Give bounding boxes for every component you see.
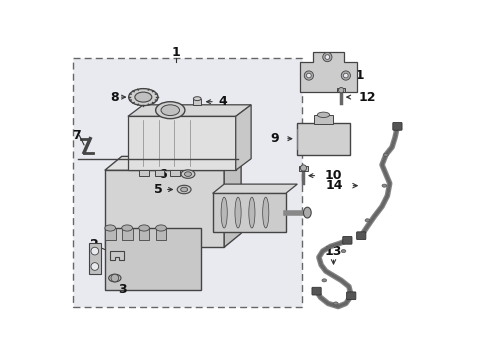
- Polygon shape: [110, 251, 124, 260]
- Ellipse shape: [177, 185, 191, 194]
- Ellipse shape: [303, 207, 311, 218]
- FancyBboxPatch shape: [155, 170, 164, 176]
- Polygon shape: [105, 170, 224, 247]
- Ellipse shape: [249, 197, 255, 228]
- Ellipse shape: [122, 225, 132, 231]
- Text: 4: 4: [218, 95, 227, 108]
- Ellipse shape: [221, 197, 227, 228]
- Ellipse shape: [318, 112, 330, 117]
- Ellipse shape: [334, 302, 338, 305]
- Circle shape: [343, 73, 348, 78]
- Polygon shape: [89, 243, 101, 274]
- FancyBboxPatch shape: [105, 228, 201, 289]
- Ellipse shape: [181, 187, 188, 192]
- Ellipse shape: [382, 184, 387, 187]
- FancyBboxPatch shape: [122, 228, 132, 239]
- Polygon shape: [105, 156, 241, 170]
- Polygon shape: [236, 105, 251, 170]
- Text: 5: 5: [154, 183, 163, 196]
- Text: 8: 8: [110, 91, 119, 104]
- FancyBboxPatch shape: [312, 287, 321, 295]
- Circle shape: [307, 73, 311, 78]
- Polygon shape: [224, 156, 241, 247]
- Circle shape: [91, 247, 98, 255]
- Text: 10: 10: [325, 169, 343, 182]
- Ellipse shape: [384, 153, 388, 156]
- FancyBboxPatch shape: [297, 122, 350, 155]
- FancyBboxPatch shape: [194, 99, 201, 105]
- Text: 14: 14: [326, 179, 343, 192]
- FancyBboxPatch shape: [74, 58, 302, 307]
- FancyBboxPatch shape: [314, 115, 333, 124]
- FancyBboxPatch shape: [393, 122, 402, 130]
- Circle shape: [323, 53, 332, 62]
- FancyBboxPatch shape: [213, 193, 286, 232]
- Polygon shape: [213, 184, 297, 193]
- Circle shape: [91, 263, 98, 270]
- FancyBboxPatch shape: [156, 228, 167, 239]
- Circle shape: [304, 71, 314, 80]
- Circle shape: [341, 71, 350, 80]
- Text: 3: 3: [118, 283, 127, 296]
- Text: 12: 12: [358, 91, 376, 104]
- FancyBboxPatch shape: [343, 237, 352, 244]
- FancyBboxPatch shape: [140, 170, 149, 176]
- Ellipse shape: [156, 225, 167, 231]
- Ellipse shape: [129, 89, 158, 105]
- FancyBboxPatch shape: [357, 232, 366, 239]
- Text: 6: 6: [158, 168, 167, 181]
- Ellipse shape: [263, 197, 269, 228]
- Polygon shape: [300, 53, 357, 93]
- Text: 7: 7: [72, 129, 81, 142]
- Polygon shape: [128, 116, 236, 170]
- Ellipse shape: [181, 170, 195, 178]
- Ellipse shape: [235, 197, 241, 228]
- Circle shape: [111, 274, 119, 282]
- Ellipse shape: [109, 274, 121, 282]
- Ellipse shape: [161, 105, 179, 116]
- FancyBboxPatch shape: [346, 292, 356, 300]
- Ellipse shape: [105, 225, 116, 231]
- FancyBboxPatch shape: [299, 166, 308, 171]
- FancyBboxPatch shape: [337, 88, 345, 93]
- Text: 1: 1: [172, 46, 181, 59]
- Text: 11: 11: [347, 69, 365, 82]
- Ellipse shape: [135, 92, 152, 102]
- Circle shape: [300, 165, 307, 171]
- FancyBboxPatch shape: [171, 170, 179, 176]
- Circle shape: [325, 55, 330, 59]
- Ellipse shape: [185, 172, 192, 176]
- Ellipse shape: [156, 102, 185, 119]
- Polygon shape: [128, 105, 251, 116]
- Circle shape: [339, 87, 344, 93]
- FancyBboxPatch shape: [139, 228, 149, 239]
- Ellipse shape: [341, 249, 346, 253]
- Text: 9: 9: [270, 132, 279, 145]
- Ellipse shape: [322, 279, 327, 282]
- Text: 2: 2: [91, 238, 99, 251]
- Ellipse shape: [139, 225, 149, 231]
- Ellipse shape: [194, 97, 201, 100]
- FancyBboxPatch shape: [105, 228, 116, 239]
- Text: 13: 13: [325, 244, 342, 258]
- Ellipse shape: [365, 219, 370, 222]
